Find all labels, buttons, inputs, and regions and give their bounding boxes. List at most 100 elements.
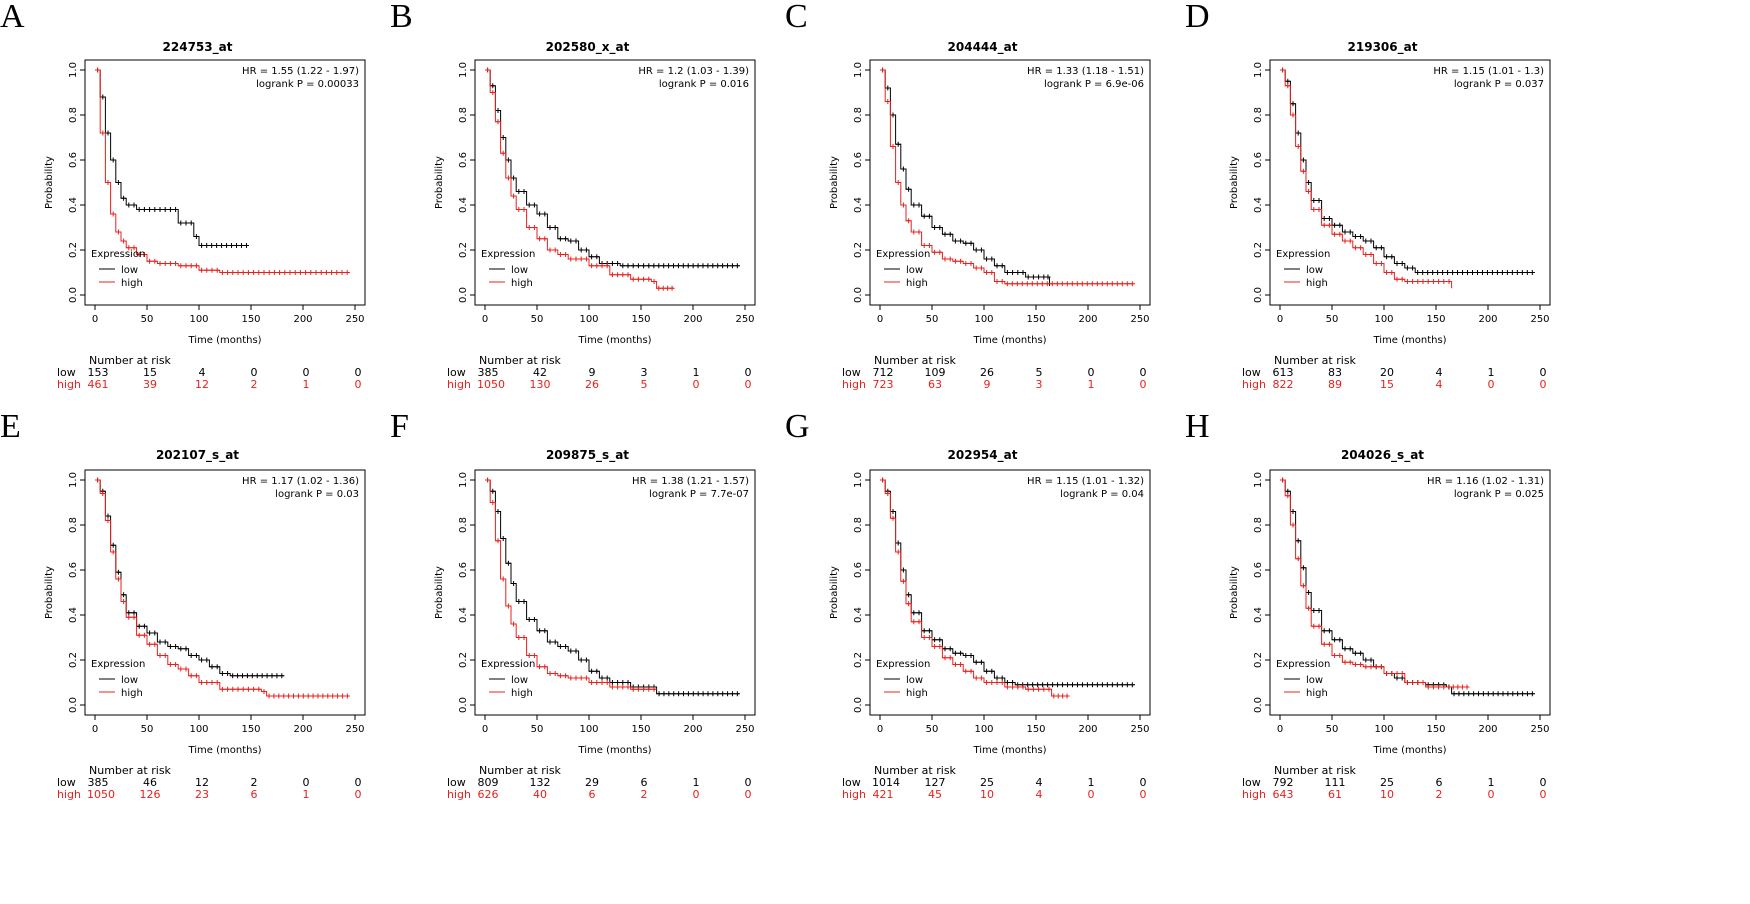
censor-mark-low — [1094, 682, 1100, 688]
censor-mark-high — [126, 245, 132, 251]
censor-mark-high — [521, 207, 527, 212]
censor-mark-low — [511, 581, 517, 586]
risk-count: 6 — [640, 776, 648, 789]
risk-count: 25 — [980, 776, 994, 789]
censor-mark-high — [157, 261, 163, 266]
x-axis-label: Time (months) — [972, 335, 1046, 346]
censor-mark-low — [1494, 270, 1500, 275]
censor-mark-high — [1337, 231, 1343, 237]
censor-mark-low — [152, 207, 158, 212]
x-tick-label: 150 — [1026, 724, 1045, 735]
censor-mark-high — [511, 621, 517, 627]
censor-mark-high — [1347, 238, 1353, 244]
censor-mark-low — [958, 650, 964, 656]
legend-high-label: high — [1306, 688, 1328, 699]
risk-count: 0 — [1139, 366, 1147, 379]
panel-title: 224753_at — [162, 40, 233, 54]
x-tick-label: 150 — [1426, 314, 1445, 325]
x-tick-label: 0 — [1277, 724, 1283, 735]
censor-mark-high — [890, 515, 896, 521]
censor-mark-high — [1450, 684, 1456, 690]
x-tick-label: 0 — [1277, 314, 1283, 325]
censor-mark-high — [1311, 207, 1317, 212]
x-axis-label: Time (months) — [577, 745, 651, 756]
censor-mark-low — [214, 664, 220, 670]
censor-mark-high — [926, 243, 932, 248]
risk-count: 0 — [354, 788, 362, 801]
legend-high-label: high — [121, 688, 143, 699]
y-tick-label: 0.4 — [458, 197, 469, 213]
censor-mark-low — [126, 610, 132, 616]
censor-mark-low — [900, 567, 906, 573]
censor-mark-low — [666, 691, 672, 697]
censor-mark-low — [973, 247, 979, 253]
censor-mark-low — [666, 263, 672, 269]
y-tick-label: 0.0 — [1253, 287, 1264, 303]
censor-mark-high — [152, 641, 158, 647]
censor-mark-high — [511, 193, 517, 199]
censor-mark-low — [219, 243, 225, 248]
censor-mark-low — [729, 691, 735, 697]
hr-text: HR = 1.38 (1.21 - 1.57) — [632, 476, 749, 487]
censor-mark-high — [609, 272, 615, 278]
censor-mark-high — [1316, 207, 1322, 212]
censor-mark-high — [1029, 281, 1035, 287]
x-tick-label: 0 — [92, 724, 98, 735]
x-tick-label: 50 — [531, 314, 544, 325]
censor-mark-high — [214, 267, 220, 273]
censor-mark-high — [230, 270, 236, 275]
censor-mark-low — [911, 610, 917, 616]
risk-row-label: low — [842, 366, 861, 379]
censor-mark-high — [225, 686, 231, 692]
y-tick-label: 0.6 — [458, 152, 469, 168]
censor-mark-low — [710, 691, 716, 697]
censor-mark-high — [921, 243, 927, 248]
censor-mark-high — [531, 225, 537, 230]
censor-mark-high — [235, 686, 241, 692]
y-tick-label: 1.0 — [458, 472, 469, 488]
censor-mark-high — [1342, 238, 1348, 244]
censor-mark-low — [1074, 682, 1080, 688]
censor-mark-low — [521, 189, 527, 194]
risk-count: 0 — [744, 366, 752, 379]
censor-mark-low — [989, 256, 995, 262]
censor-mark-low — [167, 207, 173, 212]
censor-mark-low — [1480, 691, 1486, 697]
censor-mark-low — [1358, 650, 1364, 656]
censor-mark-low — [1520, 691, 1526, 697]
censor-mark-high — [568, 675, 574, 681]
censor-mark-low — [710, 263, 716, 269]
risk-count: 20 — [1380, 366, 1394, 379]
censor-mark-high — [916, 619, 922, 625]
legend-title: Expression — [876, 249, 930, 260]
censor-mark-low — [583, 247, 589, 253]
censor-mark-low — [1515, 691, 1521, 697]
censor-mark-low — [734, 263, 740, 269]
censor-mark-high — [641, 276, 647, 282]
risk-row-low: low 809 132 29 6 1 0 — [390, 777, 785, 789]
censor-mark-high — [1404, 279, 1410, 284]
risk-count: 1 — [302, 378, 310, 391]
censor-mark-high — [1436, 279, 1442, 284]
censor-mark-low — [563, 644, 569, 649]
censor-mark-high — [1441, 684, 1447, 690]
censor-mark-high — [1446, 279, 1452, 284]
risk-row-high: high 643 61 10 2 0 0 — [1185, 789, 1580, 801]
censor-mark-high — [1109, 281, 1115, 287]
risk-count: 45 — [928, 788, 942, 801]
censor-mark-high — [635, 686, 641, 692]
number-at-risk-table: Number at risk low 385 46 12 2 0 0 high 1050 126 23… — [0, 765, 395, 805]
risk-row-low: low 792 111 25 6 1 0 — [1185, 777, 1580, 789]
censor-mark-high — [147, 258, 153, 264]
censor-mark-high — [1352, 662, 1358, 667]
censor-mark-low — [625, 680, 631, 685]
censor-mark-high — [339, 693, 345, 699]
risk-count: 809 — [477, 776, 499, 789]
km-panel-a: A 224753_at 0 50 100 150 200 250 0.0 0.2 0.4 0.6 0.8… — [0, 0, 395, 400]
censor-mark-high — [537, 236, 543, 242]
censor-mark-low — [1055, 682, 1061, 688]
censor-mark-high — [1280, 67, 1286, 73]
censor-mark-high — [521, 635, 527, 640]
censor-mark-high — [266, 270, 272, 275]
y-tick-label: 0.4 — [853, 607, 864, 623]
